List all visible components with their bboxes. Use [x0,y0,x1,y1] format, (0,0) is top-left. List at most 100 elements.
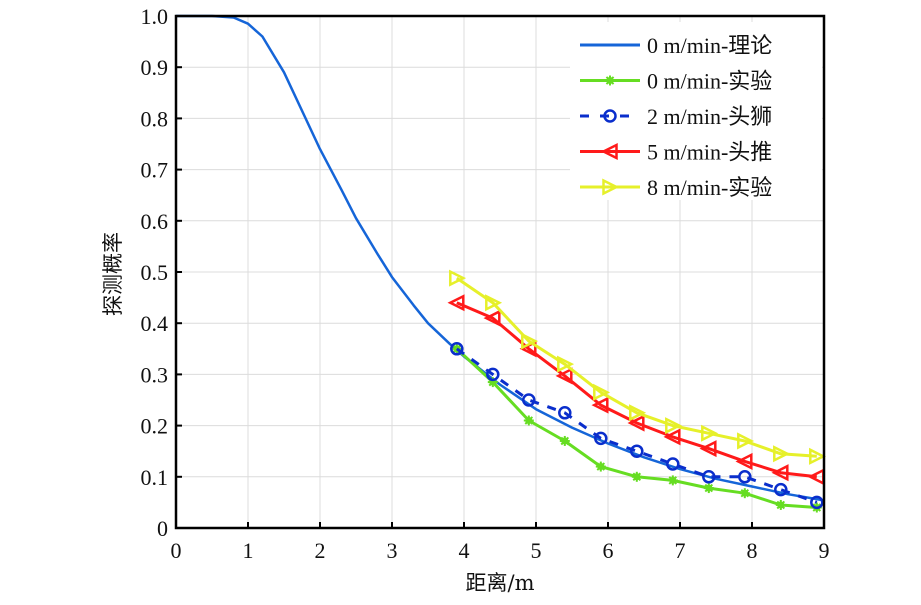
x-tick-label: 5 [531,538,542,563]
series-0 [176,14,825,502]
data-point [663,428,681,446]
asterisk-stroke [560,436,570,446]
data-point [667,475,678,486]
legend-marker [600,142,618,161]
data-point [699,440,717,458]
data-point [557,355,575,373]
data-point [630,444,644,458]
data-point [810,495,824,510]
x-tick-label: 9 [819,538,830,563]
data-point [775,499,786,510]
legend-label: 0 m/min-实验 [647,69,772,94]
y-tick-label: 0 [157,516,168,541]
series-line [176,14,825,502]
series-2 [450,342,824,510]
asterisk-stroke [776,500,786,510]
y-tick-label: 0.1 [141,465,169,490]
legend-marker [602,178,620,196]
data-point [774,482,788,497]
y-tick-label: 0.5 [141,260,169,285]
y-tick-label: 1.0 [141,4,169,29]
data-point [627,414,645,432]
series-1 [451,343,822,513]
series-line [455,347,818,504]
y-tick-label: 0.4 [141,311,169,336]
series-layer [176,14,827,513]
data-point [629,404,647,422]
data-point [701,424,719,442]
data-point [486,367,500,382]
data-point [485,294,503,312]
data-point [703,483,714,494]
y-tick-label: 0.9 [141,55,169,80]
data-point [593,383,611,401]
legend-item: 0 m/min-实验 [580,69,772,94]
y-tick-labels: 0 0.1 0.2 0.3 0.4 0.5 0.6 0.7 0.8 0.9 1.0 [141,4,169,541]
legend-item: 0 m/min-理论 [580,33,772,58]
series-4 [449,269,827,465]
series-line [455,347,817,509]
data-point [449,269,467,287]
data-point [447,294,465,312]
asterisk-stroke [596,462,606,471]
x-tick-label: 0 [171,538,182,563]
series-line [455,276,817,458]
data-point [735,452,753,470]
legend-item: 8 m/min-实验 [580,175,772,200]
data-point [738,470,752,484]
data-point [522,393,536,407]
legend-label: 2 m/min-头狮 [647,104,772,129]
axis-ticks [175,15,825,529]
data-point [739,488,750,499]
x-tick-label: 3 [387,538,398,563]
asterisk-stroke [704,483,714,493]
legend-label: 0 m/min-理论 [647,33,772,58]
data-point [483,309,501,327]
y-tick-label: 0.7 [141,158,169,183]
x-tick-label: 4 [459,538,470,563]
x-tick-labels: 0 1 2 3 4 5 6 7 8 9 [171,538,830,563]
data-point [773,445,791,463]
data-point [559,435,570,446]
y-tick-label: 0.8 [141,106,169,131]
data-point [665,417,683,435]
data-point [702,470,716,484]
asterisk-stroke [668,476,678,485]
x-axis-title: 距离/m [466,571,535,595]
data-point [555,367,573,385]
legend-marker [605,75,615,86]
data-point [809,447,827,465]
data-point [771,464,789,482]
legend-item: 2 m/min-头狮 [580,104,772,129]
data-point [523,415,534,426]
data-point [737,432,755,450]
x-tick-label: 6 [603,538,614,563]
asterisk-stroke [740,488,750,498]
y-tick-label: 0.3 [141,362,169,387]
series-line [456,301,817,479]
data-point [450,342,464,356]
legend-item: 5 m/min-头推 [580,140,772,165]
asterisk-stroke [605,76,615,85]
legend-label: 8 m/min-实验 [647,175,772,200]
y-tick-label: 0.6 [141,209,169,234]
data-point [631,471,642,482]
data-point [521,332,539,350]
legend-marker [603,109,617,123]
x-tick-label: 8 [747,538,758,563]
data-point [591,396,609,414]
data-point [595,461,606,472]
data-point [594,431,608,446]
data-point [558,406,572,420]
legend-label: 5 m/min-头推 [647,140,772,165]
asterisk-stroke [632,472,642,482]
y-axis-title: 探测概率 [101,232,125,316]
asterisk-stroke [524,416,534,425]
data-point [666,457,680,471]
x-tick-label: 1 [243,538,254,563]
x-tick-label: 7 [675,538,686,563]
x-tick-label: 2 [315,538,326,563]
legend: 0 m/min-理论 0 m/min-实验 2 m/min-头狮 5 m/min-头推… [570,22,822,200]
y-tick-label: 0.2 [141,414,169,439]
